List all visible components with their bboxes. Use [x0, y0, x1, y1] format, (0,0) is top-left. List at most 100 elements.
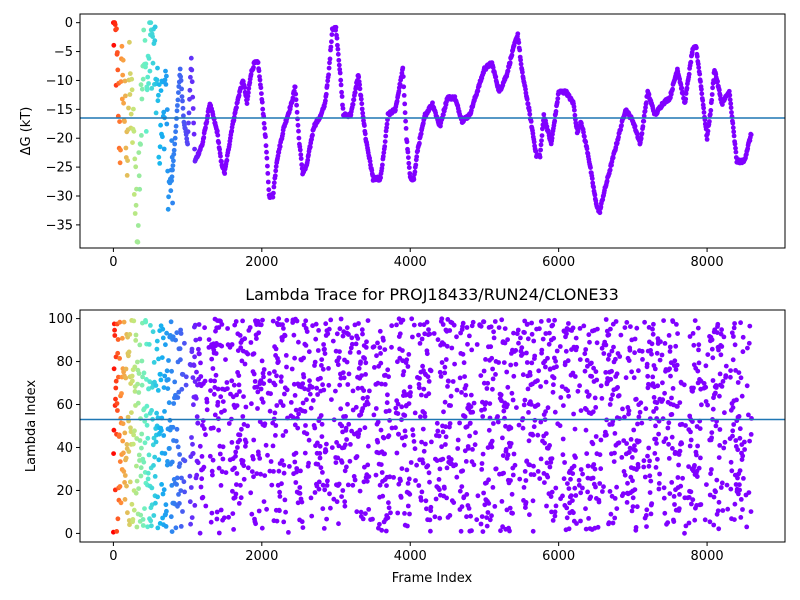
lambda-data-point: [478, 521, 484, 527]
dg-data-point: [236, 93, 242, 98]
lambda-data-point: [168, 319, 174, 325]
dg-data-point: [277, 144, 283, 150]
lambda-data-point: [248, 340, 254, 345]
lambda-data-point: [410, 427, 415, 433]
lambda-data-point: [139, 358, 145, 364]
lambda-data-point: [600, 489, 605, 494]
lambda-data-point: [586, 332, 592, 338]
dg-data-point: [175, 103, 180, 108]
lambda-data-point: [418, 497, 424, 503]
dg-data-point: [362, 131, 368, 137]
lambda-data-point: [342, 503, 348, 509]
dg-data-point: [264, 155, 270, 161]
lambda-data-point: [152, 474, 158, 479]
lambda-data-point: [523, 505, 528, 510]
dg-data-point: [334, 35, 340, 41]
lambda-data-point: [315, 461, 321, 467]
lambda-data-point: [303, 318, 309, 324]
lambda-x-axis-label: Frame Index: [392, 571, 473, 586]
lambda-data-point: [728, 486, 734, 492]
lambda-data-point: [125, 353, 131, 359]
lambda-data-point: [271, 469, 276, 474]
lambda-data-point: [258, 471, 263, 477]
lambda-data-point: [630, 504, 636, 509]
dg-data-point: [695, 61, 701, 67]
lambda-data-point: [281, 462, 287, 468]
lambda-data-point: [189, 435, 194, 440]
lambda-data-point: [439, 444, 444, 450]
lambda-data-point: [398, 478, 403, 484]
lambda-data-point: [690, 497, 696, 503]
dg-data-point: [335, 42, 340, 48]
lambda-data-point: [542, 440, 547, 446]
lambda-data-point: [343, 414, 348, 419]
dg-data-point: [523, 86, 528, 92]
dg-data-point: [396, 88, 402, 94]
lambda-data-point: [499, 398, 504, 404]
dg-data-point: [203, 125, 208, 131]
dg-data-point: [554, 99, 560, 105]
lambda-data-point: [337, 326, 343, 332]
lambda-data-point: [535, 432, 541, 438]
lambda-data-point: [702, 517, 708, 523]
dg-data-point: [406, 155, 411, 161]
lambda-data-point: [312, 490, 318, 495]
lambda-data-point: [136, 452, 142, 458]
dg-data-point: [219, 159, 224, 164]
lambda-data-point: [191, 363, 197, 368]
lambda-data-point: [513, 361, 519, 367]
lambda-data-point: [115, 516, 121, 522]
lambda-data-point: [209, 356, 215, 362]
lambda-data-point: [161, 487, 167, 493]
lambda-data-point: [170, 334, 176, 340]
lambda-data-point: [334, 440, 339, 445]
lambda-data-point: [550, 389, 556, 395]
lambda-data-point: [466, 446, 471, 451]
dg-data-point: [527, 111, 533, 117]
lambda-data-point: [510, 397, 516, 403]
lambda-data-point: [589, 360, 594, 366]
dg-plot-area: [80, 14, 785, 248]
lambda-data-point: [279, 458, 285, 463]
lambda-data-point: [520, 351, 525, 357]
lambda-data-point: [573, 493, 579, 498]
lambda-data-point: [292, 459, 298, 465]
dg-data-point: [295, 116, 300, 122]
lambda-data-point: [256, 508, 262, 514]
lambda-data-point: [480, 529, 486, 534]
lambda-data-point: [149, 384, 155, 390]
lambda-data-point: [192, 354, 198, 360]
lambda-data-point: [334, 499, 340, 505]
lambda-data-point: [192, 503, 198, 508]
lambda-data-point: [460, 351, 466, 357]
dg-data-point: [380, 162, 385, 168]
lambda-data-point: [265, 452, 270, 458]
lambda-data-point: [646, 381, 651, 387]
lambda-data-point: [238, 495, 244, 501]
lambda-data-point: [405, 503, 411, 509]
lambda-data-point: [457, 375, 463, 381]
lambda-data-point: [620, 406, 625, 412]
lambda-data-point: [162, 451, 168, 456]
lambda-y-axis-label: Lambda Index: [24, 380, 39, 473]
lambda-data-point: [435, 337, 441, 343]
lambda-data-point: [545, 405, 551, 411]
lambda-data-point: [639, 348, 645, 354]
dg-data-point: [157, 144, 163, 150]
lambda-data-point: [386, 433, 392, 439]
dg-data-point: [646, 92, 652, 97]
dg-data-point: [730, 120, 736, 126]
lambda-data-point: [293, 407, 299, 413]
lambda-data-point: [503, 423, 508, 429]
lambda-data-point: [467, 420, 473, 426]
lambda-data-point: [572, 374, 578, 379]
lambda-data-point: [594, 377, 600, 383]
dg-data-point: [699, 86, 704, 92]
lambda-data-point: [501, 470, 506, 476]
lambda-data-point: [552, 409, 558, 415]
lambda-data-point: [654, 441, 659, 446]
lambda-data-point: [312, 425, 318, 431]
lambda-data-point: [360, 516, 366, 522]
lambda-data-point: [565, 358, 571, 364]
